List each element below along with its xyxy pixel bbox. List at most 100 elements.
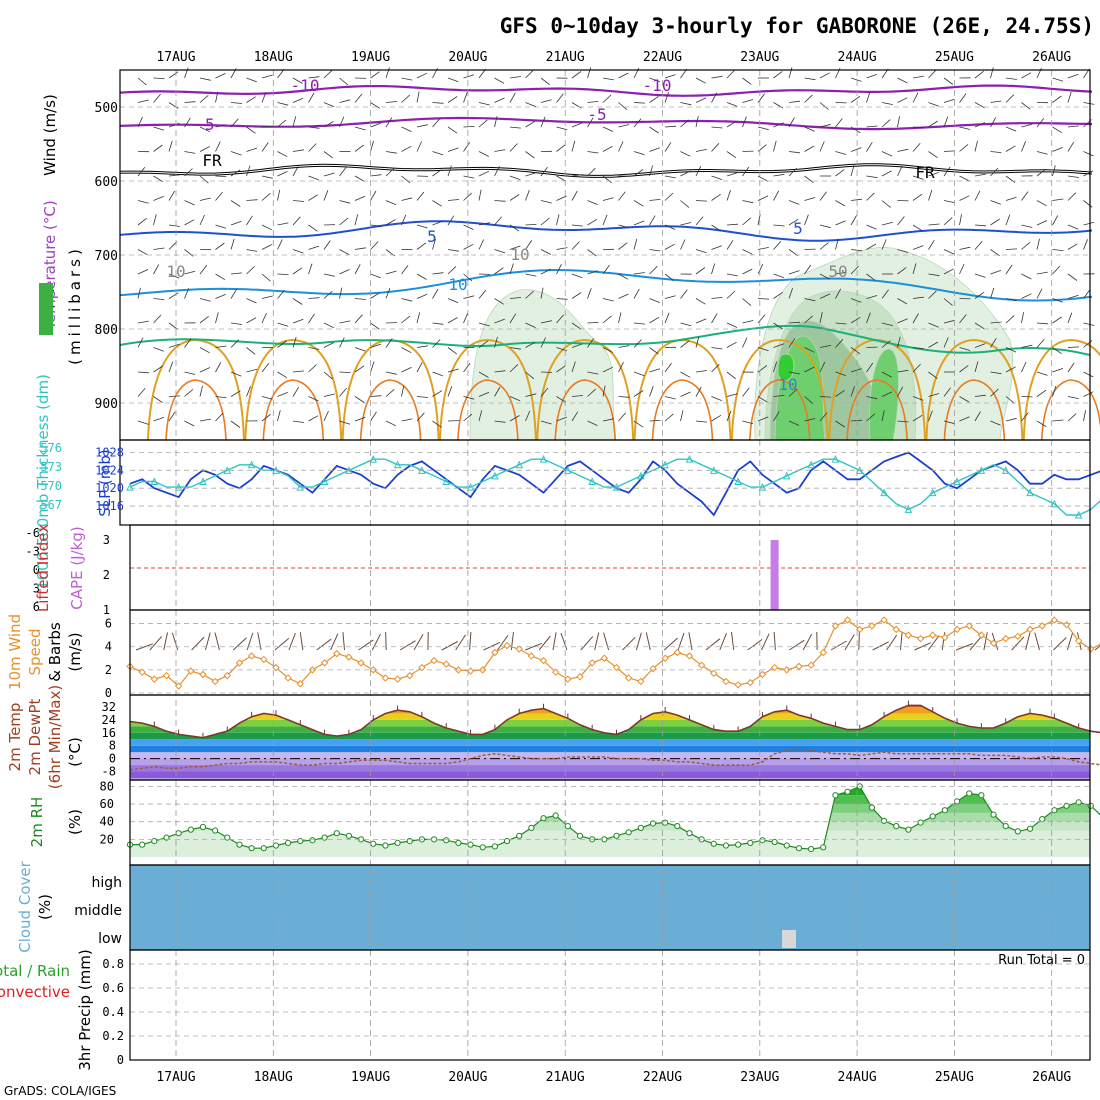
wind-barb bbox=[370, 343, 382, 348]
wind-barb bbox=[308, 364, 317, 373]
wind-barb bbox=[153, 247, 165, 250]
wind-speed-marker bbox=[868, 622, 876, 630]
temp-tick: 24 bbox=[102, 713, 116, 727]
date-label-bottom: 21AUG bbox=[546, 1070, 585, 1085]
temp20-loop bbox=[730, 338, 829, 441]
wind-barb bbox=[184, 67, 189, 79]
wind-barb bbox=[184, 249, 194, 257]
wind-barb bbox=[447, 266, 457, 275]
upper-ytick: 900 bbox=[95, 397, 118, 412]
wind-barb bbox=[137, 371, 150, 374]
wind-barb bbox=[277, 322, 289, 327]
thickness-marker bbox=[174, 482, 183, 491]
wind-barb bbox=[556, 416, 567, 422]
wind-barb bbox=[308, 76, 320, 79]
wind-barb bbox=[819, 412, 828, 422]
date-label-top: 22AUG bbox=[643, 50, 682, 65]
wind-barb bbox=[835, 288, 842, 299]
wind-barb bbox=[943, 116, 949, 128]
thickness-marker bbox=[296, 482, 305, 491]
wind-barb bbox=[432, 420, 442, 428]
wind-barb bbox=[726, 223, 739, 226]
wind-barb bbox=[401, 385, 405, 397]
wind-barb bbox=[742, 337, 748, 348]
surface-wind-barb bbox=[205, 632, 211, 651]
wind-barb bbox=[354, 416, 366, 422]
wind-barb bbox=[912, 75, 924, 79]
wind-barb bbox=[943, 77, 954, 85]
wind-barb bbox=[354, 247, 366, 250]
rh-marker bbox=[735, 841, 742, 848]
wind-barb bbox=[695, 370, 707, 373]
wind-barb bbox=[897, 116, 900, 128]
wind-barb bbox=[308, 313, 315, 324]
wind-speed-marker bbox=[223, 671, 232, 680]
temp-tick: 16 bbox=[102, 726, 116, 740]
wind-barb bbox=[618, 293, 629, 299]
wind-barb bbox=[354, 195, 366, 201]
wind-barb bbox=[153, 298, 165, 300]
rh-marker bbox=[516, 832, 523, 839]
wind-barb bbox=[788, 218, 799, 226]
wind-barb bbox=[1021, 102, 1031, 110]
wind-barb bbox=[649, 215, 656, 226]
rh-marker bbox=[880, 817, 888, 824]
wind-barb bbox=[943, 268, 954, 275]
wind-barb bbox=[742, 420, 754, 425]
wind-barb bbox=[401, 418, 413, 422]
wind-barb bbox=[695, 149, 707, 152]
surface-wind-barb bbox=[872, 641, 889, 651]
wind-barb bbox=[587, 338, 595, 348]
wind-barb bbox=[385, 117, 393, 128]
surface-wind-barb bbox=[719, 633, 727, 651]
rh-tick: 40 bbox=[100, 815, 114, 829]
wind-tick: 6 bbox=[105, 617, 112, 631]
wind-barb bbox=[525, 172, 537, 177]
wind-barb bbox=[230, 151, 242, 156]
wind-barb bbox=[633, 420, 644, 428]
temp-band bbox=[130, 732, 1090, 740]
wind-barb bbox=[556, 195, 567, 201]
wind-barb bbox=[137, 77, 147, 86]
wind-barb bbox=[509, 263, 514, 275]
wind-barb bbox=[525, 102, 536, 107]
wind-barb bbox=[1083, 239, 1088, 250]
wind-barb bbox=[556, 298, 568, 300]
wind-barb bbox=[571, 122, 583, 128]
rh-marker bbox=[260, 845, 267, 852]
wind-barb bbox=[912, 193, 923, 201]
wind-barb bbox=[804, 418, 816, 422]
wind-barb bbox=[215, 91, 219, 103]
wind-barb bbox=[819, 224, 831, 229]
wind-barb bbox=[215, 396, 227, 398]
date-label-top: 21AUG bbox=[546, 50, 585, 65]
wind-barb bbox=[1083, 410, 1086, 422]
wind-barb bbox=[385, 67, 390, 79]
wind-barb bbox=[1036, 288, 1043, 299]
wind-barb bbox=[416, 242, 427, 250]
wind-barb bbox=[819, 102, 829, 110]
wind-barb bbox=[494, 200, 506, 202]
temp-tick: 32 bbox=[102, 700, 116, 714]
wind-barb bbox=[277, 102, 289, 106]
temp-band bbox=[130, 745, 1090, 753]
rh-marker bbox=[151, 838, 158, 845]
wind-barb bbox=[540, 200, 552, 204]
rh-marker bbox=[759, 837, 766, 844]
wind-barb bbox=[804, 298, 816, 302]
wind-barb bbox=[974, 291, 985, 299]
wind-barb bbox=[881, 322, 893, 327]
contour-label: -5 bbox=[195, 115, 214, 134]
wind-barb bbox=[401, 94, 410, 103]
rh-marker bbox=[1039, 815, 1046, 823]
surface-wind-barb bbox=[1094, 645, 1100, 651]
wind-speed-marker bbox=[211, 677, 219, 686]
wind-barb bbox=[602, 385, 606, 397]
wind-barb bbox=[1052, 347, 1062, 355]
wind-barb bbox=[1021, 141, 1026, 152]
wind-barb bbox=[711, 263, 716, 275]
wind-barb bbox=[928, 120, 938, 128]
wind-barb bbox=[1036, 118, 1045, 128]
wind-barb bbox=[447, 77, 459, 83]
wind-barb bbox=[323, 70, 333, 79]
